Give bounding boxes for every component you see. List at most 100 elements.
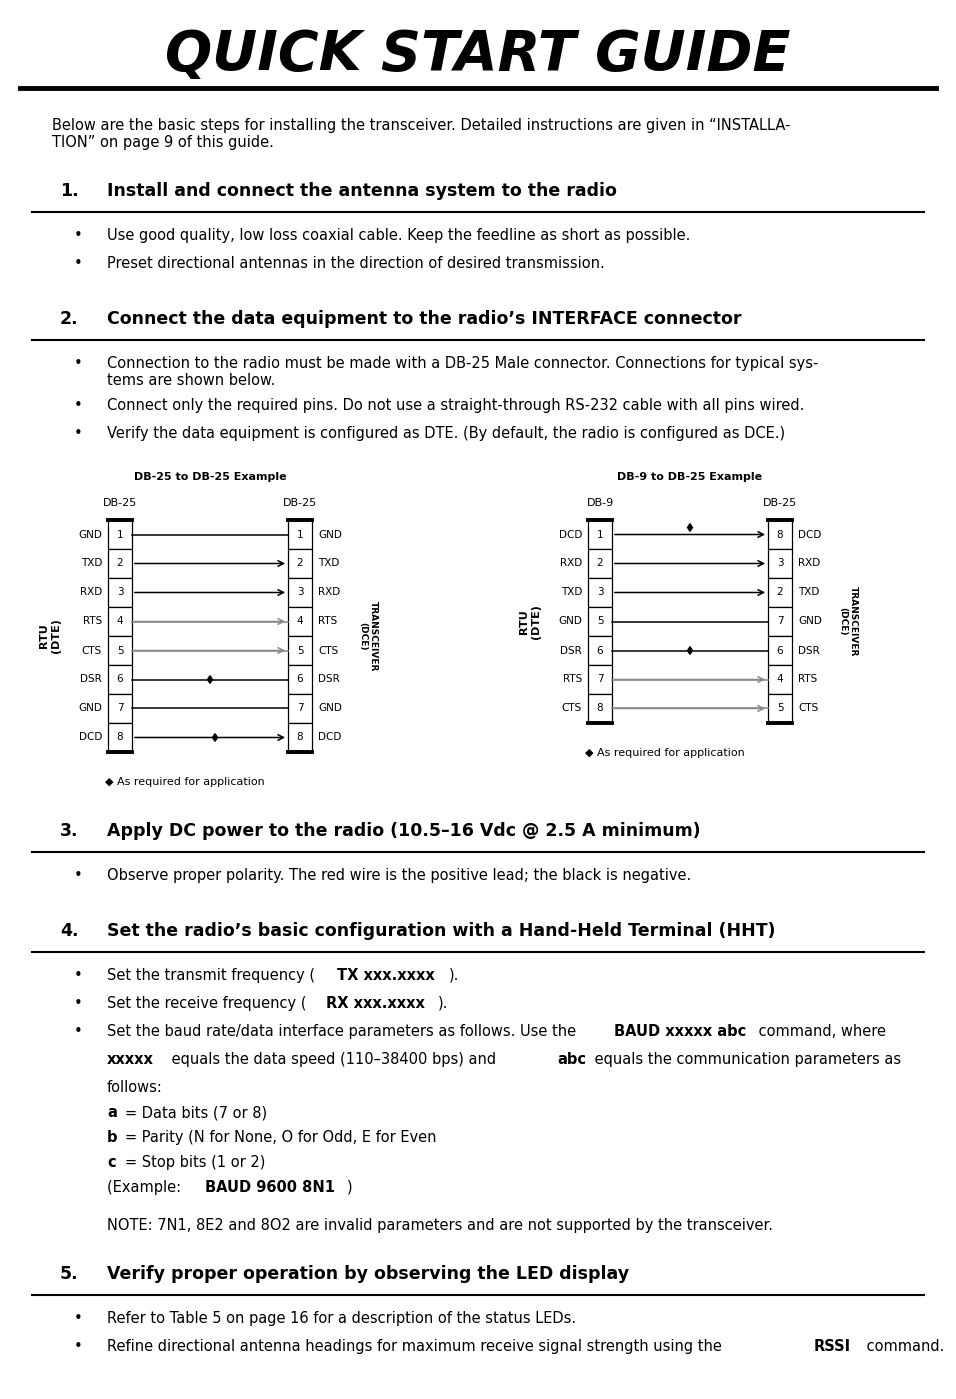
Text: Apply DC power to the radio (10.5–16 Vdc @ 2.5 A minimum): Apply DC power to the radio (10.5–16 Vdc…: [107, 823, 701, 839]
Text: TXD: TXD: [798, 588, 819, 597]
Bar: [108, 665, 132, 694]
Text: 5: 5: [296, 645, 303, 656]
Polygon shape: [207, 676, 212, 683]
Text: command.: command.: [862, 1339, 945, 1354]
Text: 8: 8: [296, 733, 303, 743]
Text: 1: 1: [597, 529, 603, 540]
Text: BAUD 9600 8N1: BAUD 9600 8N1: [205, 1179, 335, 1195]
Text: •: •: [74, 996, 83, 1011]
Text: DSR: DSR: [798, 645, 819, 656]
Text: 3: 3: [597, 588, 603, 597]
Text: 5: 5: [597, 617, 603, 627]
Text: RTU
(DTE): RTU (DTE): [39, 618, 61, 653]
Text: •: •: [74, 355, 83, 371]
Polygon shape: [212, 733, 217, 741]
Text: Refer to Table 5 on page 16 for a description of the status LEDs.: Refer to Table 5 on page 16 for a descri…: [107, 1311, 576, 1326]
Text: 8: 8: [597, 704, 603, 713]
Text: 3.: 3.: [60, 823, 78, 839]
Text: 3: 3: [117, 588, 123, 597]
Text: TRANSCEIVER
(DCE): TRANSCEIVER (DCE): [838, 586, 858, 656]
Text: a: a: [107, 1105, 117, 1121]
Text: GND: GND: [318, 704, 342, 713]
Text: Set the baud rate/data interface parameters as follows. Use the: Set the baud rate/data interface paramet…: [107, 1024, 580, 1039]
Text: 4: 4: [296, 617, 303, 627]
Text: GND: GND: [78, 529, 102, 540]
Bar: [588, 578, 612, 607]
Text: ◆ As required for application: ◆ As required for application: [105, 776, 265, 788]
Bar: [108, 520, 132, 548]
Text: 3: 3: [296, 588, 303, 597]
Text: •: •: [74, 968, 83, 983]
Text: 2: 2: [117, 558, 123, 568]
Text: 6: 6: [597, 645, 603, 656]
Bar: [108, 548, 132, 578]
Text: ◆ As required for application: ◆ As required for application: [585, 748, 745, 758]
Text: Set the receive frequency (: Set the receive frequency (: [107, 996, 307, 1011]
Bar: [288, 520, 312, 548]
Text: •: •: [74, 1339, 83, 1354]
Text: RTU
(DTE): RTU (DTE): [519, 604, 541, 639]
Text: •: •: [74, 1311, 83, 1326]
Text: DB-25: DB-25: [103, 498, 137, 508]
Text: DCD: DCD: [78, 733, 102, 743]
Text: CTS: CTS: [318, 645, 338, 656]
Text: 7: 7: [776, 617, 783, 627]
Text: TXD: TXD: [318, 558, 339, 568]
Text: DSR: DSR: [560, 645, 582, 656]
Text: Preset directional antennas in the direction of desired transmission.: Preset directional antennas in the direc…: [107, 256, 605, 271]
Text: 5: 5: [776, 704, 783, 713]
Text: DSR: DSR: [318, 674, 339, 684]
Text: 6: 6: [117, 674, 123, 684]
Text: 4: 4: [776, 674, 783, 684]
Text: ): ): [347, 1179, 353, 1195]
Bar: [768, 637, 792, 665]
Text: = Parity (N for None, O for Odd, E for Even: = Parity (N for None, O for Odd, E for E…: [125, 1130, 437, 1144]
Bar: [288, 665, 312, 694]
Text: RXD: RXD: [798, 558, 820, 568]
Text: 8: 8: [117, 733, 123, 743]
Text: 2: 2: [776, 588, 783, 597]
Bar: [588, 694, 612, 723]
Text: RSSI: RSSI: [814, 1339, 851, 1354]
Text: RXD: RXD: [318, 588, 340, 597]
Bar: [768, 607, 792, 637]
Text: •: •: [74, 397, 83, 413]
Bar: [588, 548, 612, 578]
Text: c: c: [107, 1156, 116, 1170]
Text: Verify proper operation by observing the LED display: Verify proper operation by observing the…: [107, 1265, 629, 1283]
Text: •: •: [74, 256, 83, 271]
Text: 8: 8: [776, 529, 783, 540]
Text: 2: 2: [296, 558, 303, 568]
Bar: [768, 694, 792, 723]
Text: 4: 4: [117, 617, 123, 627]
Text: DB-25: DB-25: [763, 498, 797, 508]
Text: 4.: 4.: [60, 922, 78, 940]
Text: DSR: DSR: [80, 674, 102, 684]
Text: 6: 6: [776, 645, 783, 656]
Polygon shape: [687, 646, 692, 655]
Text: 1.: 1.: [60, 182, 78, 200]
Bar: [288, 694, 312, 723]
Text: CTS: CTS: [82, 645, 102, 656]
Text: BAUD xxxxx abc: BAUD xxxxx abc: [614, 1024, 747, 1039]
Bar: [288, 548, 312, 578]
Text: follows:: follows:: [107, 1080, 163, 1095]
Text: Refine directional antenna headings for maximum receive signal strength using th: Refine directional antenna headings for …: [107, 1339, 727, 1354]
Text: TXD: TXD: [80, 558, 102, 568]
Text: equals the communication parameters as: equals the communication parameters as: [590, 1052, 902, 1067]
Text: DCD: DCD: [318, 733, 341, 743]
Text: b: b: [107, 1130, 118, 1144]
Text: RTS: RTS: [318, 617, 337, 627]
Text: 5.: 5.: [60, 1265, 78, 1283]
Text: DCD: DCD: [798, 529, 821, 540]
Bar: [288, 723, 312, 753]
Text: 1: 1: [296, 529, 303, 540]
Text: CTS: CTS: [798, 704, 818, 713]
Text: DCD: DCD: [558, 529, 582, 540]
Text: Connect the data equipment to the radio’s INTERFACE connector: Connect the data equipment to the radio’…: [107, 311, 742, 327]
Bar: [588, 637, 612, 665]
Text: QUICK START GUIDE: QUICK START GUIDE: [165, 28, 791, 83]
Bar: [108, 578, 132, 607]
Text: (Example:: (Example:: [107, 1179, 185, 1195]
Text: NOTE: 7N1, 8E2 and 8O2 are invalid parameters and are not supported by the trans: NOTE: 7N1, 8E2 and 8O2 are invalid param…: [107, 1219, 773, 1233]
